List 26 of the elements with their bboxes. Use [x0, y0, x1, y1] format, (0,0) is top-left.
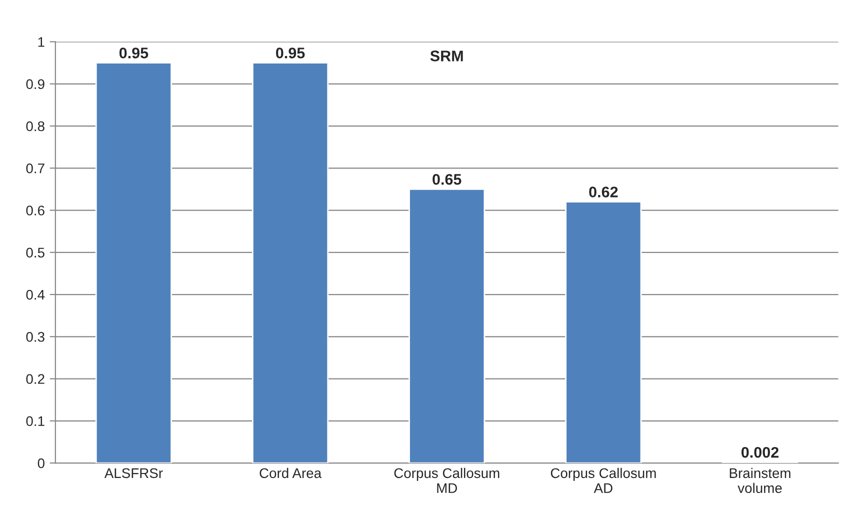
chart-title: SRM — [430, 50, 463, 62]
y-tick-label: 0.7 — [26, 163, 44, 174]
x-tick-label: Corpus Callosum MD — [394, 468, 500, 493]
y-tick-label: 0.8 — [26, 121, 44, 132]
bar — [408, 188, 486, 464]
y-tick-label: 0.3 — [26, 332, 44, 342]
y-tick-label: 0.9 — [26, 79, 44, 90]
y-tick-label: 0 — [38, 458, 44, 468]
bar — [95, 62, 172, 464]
y-tick-label: 0.5 — [26, 248, 44, 258]
x-tick-label: Corpus Callosum AD — [550, 468, 656, 493]
y-tick-label: 0.6 — [26, 206, 44, 216]
data-label: 0.95 — [119, 48, 148, 58]
y-tick-label: 1 — [38, 37, 44, 47]
bar — [252, 62, 329, 464]
x-tick-label: Brainstem volume — [730, 468, 790, 494]
data-label: 0.65 — [432, 174, 462, 185]
data-label: 0.95 — [276, 48, 305, 58]
y-tick-label: 0.1 — [26, 416, 44, 426]
x-tick-label: ALSFRSr — [104, 468, 163, 478]
y-tick-label: 0.2 — [26, 374, 44, 384]
data-label: 0.002 — [741, 446, 779, 458]
data-label: 0.62 — [589, 186, 618, 198]
x-tick-label: Cord Area — [260, 468, 322, 478]
bar — [565, 201, 642, 464]
y-tick-label: 0.4 — [26, 290, 45, 300]
